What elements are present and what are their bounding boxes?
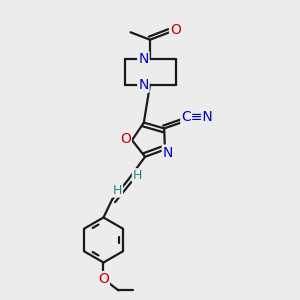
Text: N: N	[138, 78, 148, 92]
Text: H: H	[133, 169, 142, 182]
Text: O: O	[98, 272, 109, 286]
Text: O: O	[170, 23, 181, 37]
Text: O: O	[120, 132, 131, 145]
Text: C≡N: C≡N	[181, 110, 213, 124]
Text: N: N	[138, 52, 148, 66]
Text: H: H	[113, 184, 122, 196]
Text: N: N	[163, 146, 173, 160]
